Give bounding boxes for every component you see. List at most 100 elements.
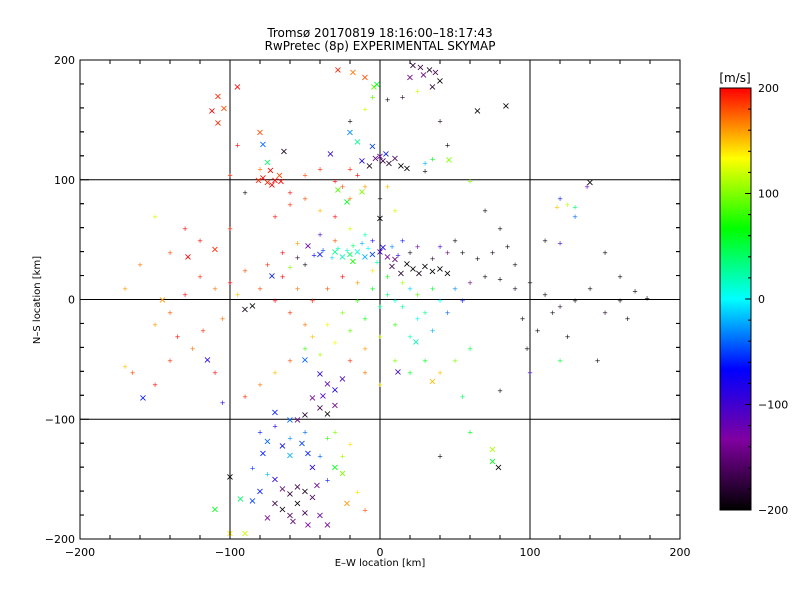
scatter-dot-point: + (280, 249, 286, 257)
scatter-dot-point: + (632, 287, 638, 295)
scatter-cross-point: × (316, 403, 324, 414)
scatter-dot-point: + (362, 105, 368, 113)
scatter-dot-point: + (287, 435, 293, 443)
scatter-dot-point: + (152, 321, 158, 329)
scatter-dot-point: + (242, 189, 248, 197)
scatter-dot-point: + (392, 321, 398, 329)
scatter-dot-point: + (602, 249, 608, 257)
colorbar-tick-label: 200 (758, 82, 779, 95)
scatter-cross-point: × (316, 369, 324, 380)
scatter-cross-point: × (385, 159, 393, 170)
scatter-cross-point: × (301, 410, 309, 421)
scatter-dot-point: + (587, 285, 593, 293)
scatter-dot-point: + (250, 465, 256, 473)
scatter-dot-point: + (407, 369, 413, 377)
chart-subtitle: RwPretec (8p) EXPERIMENTAL SKYMAP (265, 39, 496, 53)
scatter-cross-point: × (349, 257, 357, 268)
scatter-cross-point: × (331, 463, 339, 474)
scatter-cross-point: × (211, 245, 219, 256)
scatter-cross-point: × (263, 513, 271, 524)
scatter-dot-point: + (617, 273, 623, 281)
scatter-cross-point: × (226, 472, 234, 483)
scatter-dot-point: + (377, 195, 383, 203)
scatter-dot-point: + (265, 471, 271, 479)
scatter-cross-point: × (236, 494, 244, 505)
scatter-cross-point: × (412, 337, 420, 348)
scatter-dot-point: + (422, 357, 428, 365)
scatter-cross-point: × (304, 520, 312, 531)
scatter-cross-point: × (266, 166, 274, 177)
scatter-dot-point: + (527, 279, 533, 287)
scatter-dot-point: + (347, 195, 353, 203)
scatter-cross-point: × (416, 63, 424, 74)
scatter-cross-point: × (308, 493, 316, 504)
scatter-dot-point: + (512, 261, 518, 269)
scatter-dot-point: + (557, 303, 563, 311)
scatter-cross-point: × (346, 127, 354, 138)
scatter-dot-point: + (302, 321, 308, 329)
scatter-dot-point: + (524, 345, 530, 353)
scatter-dot-point: + (430, 327, 436, 335)
scatter-dot-point: + (235, 141, 241, 149)
scatter-cross-point: × (323, 409, 331, 420)
scatter-cross-point: × (184, 252, 192, 263)
scatter-dot-point: + (227, 225, 233, 233)
scatter-dot-point: + (295, 254, 301, 262)
scatter-cross-point: × (371, 154, 379, 165)
scatter-dot-point: + (430, 285, 436, 293)
scatter-cross-point: × (425, 65, 433, 76)
y-tick-label: 200 (54, 54, 75, 67)
scatter-cross-point: × (488, 457, 496, 468)
scatter-cross-point: × (278, 441, 286, 452)
scatter-dot-point: + (287, 309, 293, 317)
scatter-dot-point: + (332, 177, 338, 185)
scatter-cross-point: × (331, 400, 339, 411)
scatter-cross-point: × (293, 415, 301, 426)
scatter-dot-point: + (535, 327, 541, 335)
scatter-dot-point: + (350, 242, 356, 250)
scatter-dot-point: + (422, 309, 428, 317)
scatter-dot-point: + (332, 213, 338, 221)
scatter-dot-point: + (550, 309, 556, 317)
scatter-dot-point: + (362, 315, 368, 323)
scatter-cross-point: × (268, 271, 276, 282)
scatter-cross-point: × (316, 250, 324, 261)
scatter-dot-point: + (430, 255, 436, 263)
scatter-cross-point: × (346, 250, 354, 261)
scatter-cross-point: × (289, 517, 297, 528)
scatter-dot-point: + (344, 247, 350, 255)
colorbar-tick-label: 100 (758, 188, 779, 201)
chart-title: Tromsø 20170819 18:16:00–18:17:43 (266, 26, 492, 40)
scatter-dot-point: + (370, 267, 376, 275)
scatter-dot-point: + (347, 357, 353, 365)
scatter-cross-point: × (334, 185, 342, 196)
scatter-cross-point: × (277, 176, 285, 187)
x-axis-label: E–W location [km] (335, 558, 426, 569)
scatter-cross-point: × (331, 385, 339, 396)
x-tick-label: 100 (520, 546, 541, 559)
scatter-dot-point: + (415, 243, 421, 251)
grid-lines (80, 60, 680, 539)
scatter-dot-point: + (437, 369, 443, 377)
y-tick-label: −200 (45, 533, 75, 546)
scatter-cross-point: × (301, 355, 309, 366)
scatter-dot-point: + (311, 252, 317, 260)
scatter-dot-point: + (317, 207, 323, 215)
scatter-dot-point: + (197, 237, 203, 245)
scatter-dot-point: + (370, 237, 376, 245)
scatter-dot-point: + (212, 285, 218, 293)
scatter-dot-point: + (257, 165, 263, 173)
x-tick-label: −100 (215, 546, 245, 559)
scatter-dot-point: + (437, 297, 443, 305)
scatter-dot-point: + (497, 225, 503, 233)
scatter-dot-point: + (212, 369, 218, 377)
scatter-cross-point: × (343, 499, 351, 510)
scatter-cross-point: × (334, 65, 342, 76)
scatter-dot-point: + (302, 261, 308, 269)
scatter-dot-point: + (272, 297, 278, 305)
colorbar-tick-label: 0 (758, 293, 765, 306)
scatter-cross-point: × (370, 82, 378, 93)
scatter-dot-point: + (497, 275, 503, 283)
scatter-dot-point: + (340, 453, 346, 461)
scatter-dot-point: + (617, 297, 623, 305)
